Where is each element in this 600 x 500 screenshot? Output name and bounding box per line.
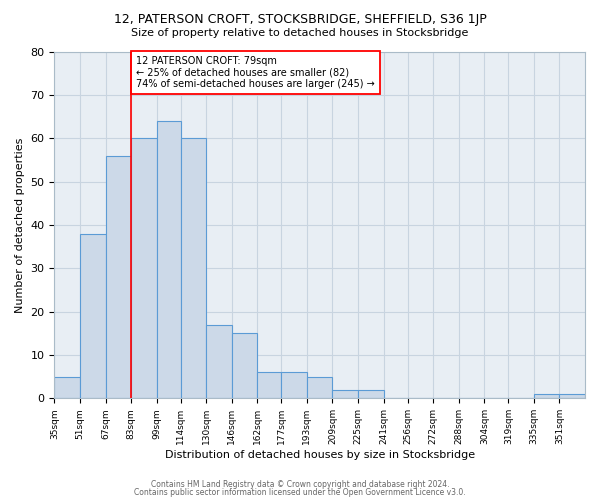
Y-axis label: Number of detached properties: Number of detached properties <box>15 137 25 312</box>
Bar <box>534 394 559 398</box>
Bar <box>257 372 281 398</box>
Bar <box>559 394 585 398</box>
Bar <box>55 376 80 398</box>
Text: 12, PATERSON CROFT, STOCKSBRIDGE, SHEFFIELD, S36 1JP: 12, PATERSON CROFT, STOCKSBRIDGE, SHEFFI… <box>113 12 487 26</box>
Bar <box>106 156 131 398</box>
Bar <box>307 376 332 398</box>
Bar <box>157 121 181 398</box>
Bar <box>206 324 232 398</box>
Text: Contains public sector information licensed under the Open Government Licence v3: Contains public sector information licen… <box>134 488 466 497</box>
X-axis label: Distribution of detached houses by size in Stocksbridge: Distribution of detached houses by size … <box>164 450 475 460</box>
Bar <box>358 390 383 398</box>
Bar <box>80 234 106 398</box>
Bar <box>332 390 358 398</box>
Text: Contains HM Land Registry data © Crown copyright and database right 2024.: Contains HM Land Registry data © Crown c… <box>151 480 449 489</box>
Bar <box>232 334 257 398</box>
Text: 12 PATERSON CROFT: 79sqm
← 25% of detached houses are smaller (82)
74% of semi-d: 12 PATERSON CROFT: 79sqm ← 25% of detach… <box>136 56 374 89</box>
Text: Size of property relative to detached houses in Stocksbridge: Size of property relative to detached ho… <box>131 28 469 38</box>
Bar <box>131 138 157 398</box>
Bar <box>181 138 206 398</box>
Bar <box>281 372 307 398</box>
